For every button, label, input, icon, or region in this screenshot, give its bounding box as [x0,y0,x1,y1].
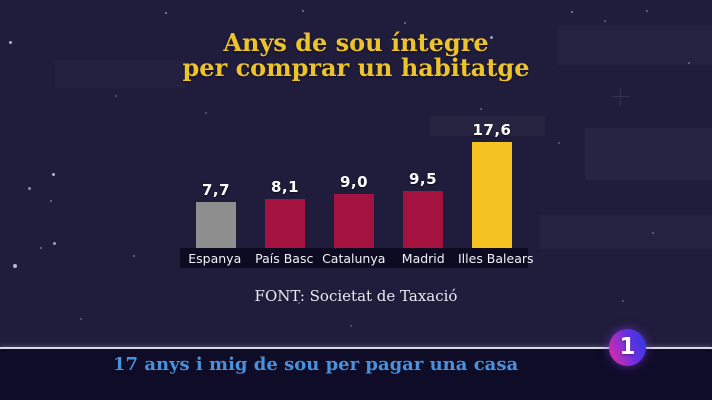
star-dot [52,173,55,176]
channel-logo-digit: 1 [619,334,636,360]
bar-value-label: 9,5 [408,170,438,188]
x-axis-label-Madrid: Madrid [401,250,445,266]
bar-Madrid [403,191,443,248]
title-line-2: per comprar un habitatge [182,53,530,82]
star-dot [13,264,17,268]
x-axis-labels-strip: Espanya País Basc Catalunya Madrid Illes Bal… [180,248,534,268]
star-dot [40,247,42,249]
star-dot [558,142,560,144]
bar-value-label: 17,6 [472,121,512,139]
source-attribution: FONT: Societat de Taxació [254,287,458,305]
star-dot [53,242,56,245]
bar-value-label: 7,7 [201,181,231,199]
bar-chart: 7,7 8,1 9,0 9,5 17,6 Espanya País Basc Catalun… [180,120,534,268]
star-dot [350,325,352,327]
star-dot [28,187,31,190]
x-axis-label-Catalunya: Catalunya [322,250,386,266]
bar-Espanya [196,202,236,248]
star-dot [302,10,304,12]
x-axis-label-Espanya: Espanya [188,250,242,266]
bar-Catalunya [334,194,374,248]
title-line-1: Anys de sou íntegre [223,28,489,57]
x-axis-label-Illes Balears: Illes Balears [458,250,534,266]
bar-value-label: 8,1 [270,178,300,196]
x-axis-label-País Basc: País Basc [255,250,314,266]
star-dot [652,232,654,234]
bar-column-País Basc: 8,1 [253,178,317,248]
bar-column-Espanya: 7,7 [184,181,248,248]
star-dot [571,11,573,13]
bars-row: 7,7 8,1 9,0 9,5 17,6 [184,120,524,248]
star-dot [604,20,606,22]
ticker-divider-line [0,347,712,349]
star-dot [80,318,82,320]
bar-column-Illes Balears: 17,6 [460,121,524,248]
background-texture-rect [540,215,712,249]
star-dot [205,112,207,114]
star-dot [133,255,135,257]
star-dot [404,22,406,24]
page-title: Anys de sou íntegre per comprar un habit… [0,30,712,80]
background-texture-rect [585,128,712,180]
cross-sparkle-icon [612,88,630,106]
star-dot [646,10,648,12]
bar-Illes Balears [472,142,512,248]
bar-column-Catalunya: 9,0 [322,173,386,248]
bar-País Basc [265,199,305,248]
ticker-bar: 17 anys i mig de sou per pagar una casa [0,349,712,400]
star-dot [165,12,167,14]
star-dot [50,200,52,202]
bar-column-Madrid: 9,5 [391,170,455,248]
star-dot [480,108,482,110]
channel-la1-logo: 1 [609,329,646,366]
star-dot [115,95,117,97]
bar-value-label: 9,0 [339,173,369,191]
ticker-headline: 17 anys i mig de sou per pagar una casa [113,354,519,375]
